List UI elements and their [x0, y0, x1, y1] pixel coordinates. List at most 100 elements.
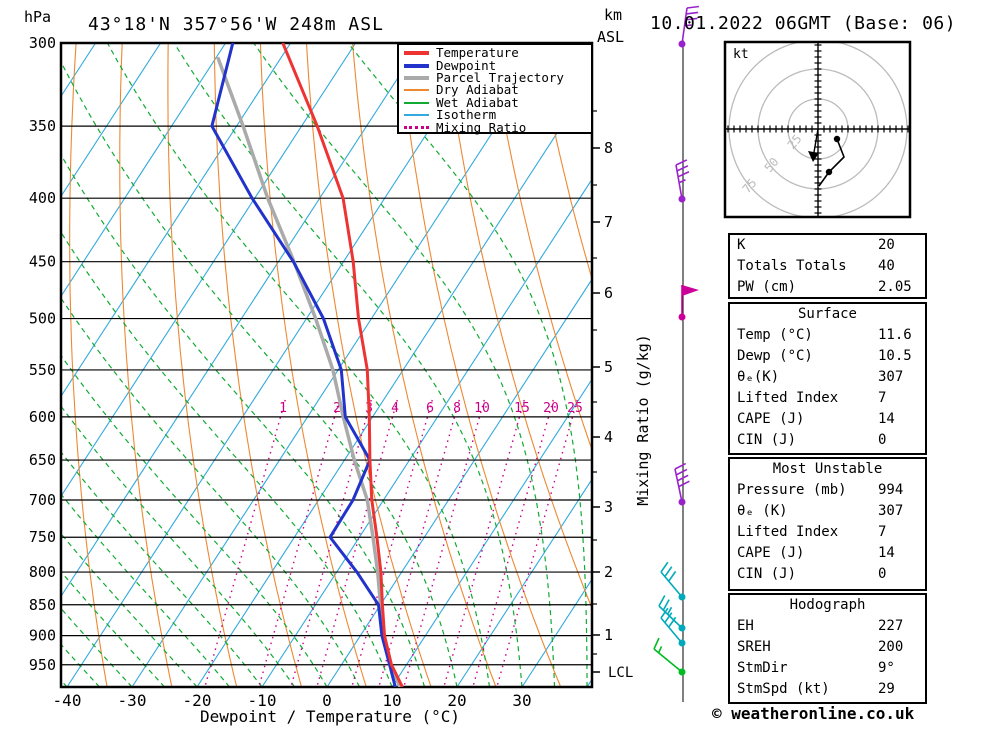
legend-swatch-mixing-ratio: [404, 126, 429, 130]
copyright-footer: © weatheronline.co.uk: [712, 704, 915, 723]
mixing-ratio-value-label: 2: [333, 401, 341, 416]
pressure-tick-label: 800: [29, 563, 56, 581]
table-row: K 20: [730, 235, 925, 256]
legend-swatch-isotherm: [404, 114, 429, 117]
isotherm-line: [66, 43, 487, 687]
temperature-tick-label: 10: [382, 691, 401, 710]
km-tick-label: 1: [604, 626, 613, 644]
table-row-value: 200: [878, 639, 904, 655]
legend-item-label: Parcel Trajectory: [436, 69, 564, 85]
height-axis-unit-km: km: [604, 6, 623, 24]
pressure-tick-label: 700: [29, 491, 56, 509]
wet-adiabat-line: [61, 297, 361, 687]
table-title: Surface: [797, 306, 857, 322]
table-row-label: Dewp (°C): [737, 348, 813, 364]
plot-frame: [59, 41, 594, 689]
table-row: Lifted Index 7: [730, 388, 925, 409]
wind-barb-icon: [675, 159, 690, 203]
legend-item-label: Temperature: [436, 45, 519, 61]
legend-item: Dewpoint: [399, 59, 591, 71]
table-row-label: Totals Totals: [737, 258, 847, 274]
hodograph-unit-label: kt: [733, 47, 749, 62]
temperature-tick-label: 20: [447, 691, 466, 710]
isotherm-line: [391, 378, 592, 687]
table-row-value: 29: [878, 681, 895, 697]
height-axis-unit-asl: ASL: [597, 28, 625, 46]
hodograph-trace: [818, 138, 845, 187]
km-tick-label: 3: [604, 498, 613, 516]
km-tick-label: 7: [604, 213, 613, 231]
table-row-value: 40: [878, 258, 895, 274]
km-tick-label: 2: [604, 563, 613, 581]
legend-item: Isotherm: [399, 108, 591, 121]
dry-adiabat-line: [69, 43, 108, 687]
table-row: Lifted Index 7: [730, 522, 925, 543]
mixing-ratio-axis-label: Mixing Ratio (g/kg): [634, 334, 652, 506]
table-row: StmSpd (kt) 29: [730, 679, 925, 700]
table-row-label: θₑ (K): [737, 503, 788, 519]
isotherm-line: [196, 78, 592, 687]
temperature-curve: [281, 43, 404, 687]
legend-item: Dry Adiabat: [399, 84, 591, 96]
wind-barb-icon: [678, 5, 700, 48]
table-row-label: StmDir: [737, 660, 788, 676]
table-title: Most Unstable: [772, 461, 883, 477]
table-row-value: 307: [878, 503, 904, 519]
isotherm-line: [61, 43, 357, 498]
wind-barb-icon: [678, 285, 699, 321]
table-row-label: K: [737, 237, 746, 253]
pressure-tick-label: 550: [29, 361, 56, 379]
legend-swatch-parcel-trajectory: [404, 75, 429, 80]
legend-item: Temperature: [399, 45, 591, 61]
legend-item: Mixing Ratio: [399, 121, 591, 133]
table-row: Dewp (°C) 10.5: [730, 346, 925, 367]
table-row-value: 9°: [878, 660, 895, 676]
indices-table-surface: Surface Temp (°C) 11.6 Dewp (°C) 10.5 θₑ(K) 30…: [728, 302, 927, 455]
wet-adiabat-line: [61, 354, 328, 687]
mixing-ratio-line: [403, 399, 485, 687]
dry-adiabat-line: [259, 43, 367, 687]
pressure-tick-label: 900: [29, 627, 56, 645]
legend-item: Parcel Trajectory: [399, 69, 591, 85]
parcel-trajectory-curve: [216, 56, 402, 687]
wind-barb-icon: [653, 637, 686, 676]
wet-adiabat-line: [173, 43, 523, 687]
legend-item-label: Dewpoint: [436, 57, 497, 73]
table-row-label: CIN (J): [737, 432, 797, 448]
wet-adiabat-line: [61, 607, 133, 687]
table-row-label: Lifted Index: [737, 390, 839, 406]
table-row: θₑ(K) 307: [730, 367, 925, 388]
lcl-label: LCL: [608, 665, 633, 681]
table-row: CAPE (J) 14: [730, 409, 925, 430]
table-row: CAPE (J) 14: [730, 543, 925, 564]
wet-adiabat-line: [61, 570, 165, 687]
legend-swatch-temperature: [404, 51, 429, 56]
legend-item-label: Wet Adiabat: [436, 94, 519, 110]
table-row-label: CAPE (J): [737, 545, 805, 561]
wet-adiabat-line: [347, 43, 588, 687]
table-row: StmDir 9°: [730, 658, 925, 679]
table-row-value: 11.6: [878, 327, 912, 343]
table-row-label: Pressure (mb): [737, 482, 847, 498]
km-tick-label: 6: [604, 284, 613, 302]
temperature-tick-label: -30: [118, 691, 147, 710]
table-row-value: 0: [878, 566, 887, 582]
dry-adiabat-line: [167, 43, 238, 687]
hodograph-trace-dot: [833, 135, 841, 143]
legend-swatch-dry-adiabat: [404, 89, 429, 92]
table-row-label: CAPE (J): [737, 411, 805, 427]
isotherm-line: [261, 178, 592, 687]
isotherm-line: [61, 43, 227, 298]
wind-barb-icon: [660, 607, 686, 647]
storm-motion-arrowhead: [808, 151, 819, 162]
temperature-tick-label: 0: [322, 691, 332, 710]
wind-barb-icon: [658, 595, 686, 632]
table-row: Pressure (mb) 994: [730, 480, 925, 501]
pressure-axis-unit: hPa: [24, 8, 52, 26]
table-row-value: 10.5: [878, 348, 912, 364]
table-row-value: 7: [878, 390, 887, 406]
table-row-label: Temp (°C): [737, 327, 813, 343]
indices-table-hodograph: Hodograph EH 227 SREH 200 StmDir 9° StmSpd (kt)…: [728, 593, 927, 704]
